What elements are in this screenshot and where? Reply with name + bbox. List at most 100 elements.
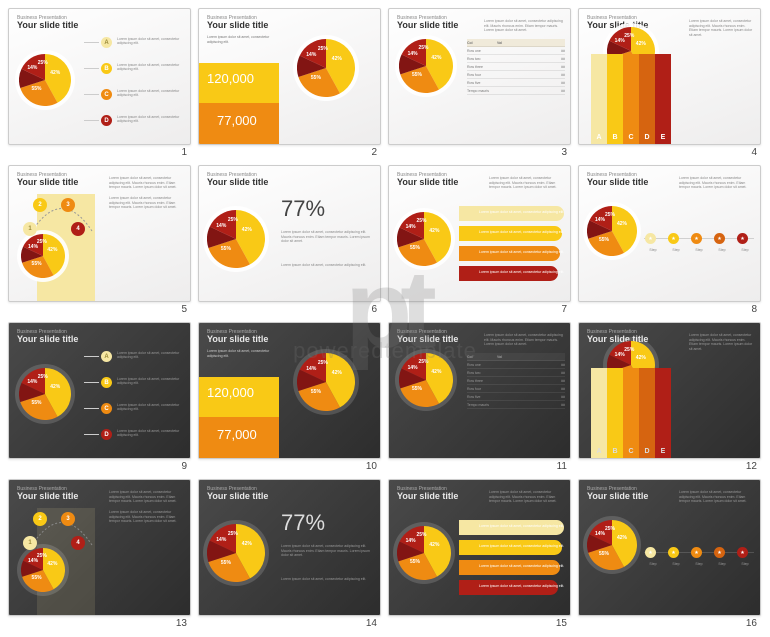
slide-thumbnail[interactable]: Business Presentation Your slide title L… xyxy=(388,322,571,459)
timeline-step: ★ xyxy=(668,547,679,558)
legend-letter: B xyxy=(101,377,112,388)
slide-title: Your slide title xyxy=(587,178,648,188)
slide-title: Your slide title xyxy=(17,178,78,188)
slide-thumbnail[interactable]: Business Presentation Your slide title L… xyxy=(578,479,761,616)
slide-number: 5 xyxy=(8,302,191,315)
slide-thumbnail[interactable]: Business Presentation Your slide title L… xyxy=(198,322,381,459)
legend-text: Lorem ipsum dolor sit amet, consectetur … xyxy=(117,377,182,385)
legend-letter: D xyxy=(101,115,112,126)
pie-chart: 42%55%14%25% xyxy=(19,54,71,106)
data-table: ColValRow one##Row two##Row three##Row f… xyxy=(467,353,565,409)
arc-step: 1 xyxy=(23,222,37,236)
slide-thumbnail[interactable]: Business Presentation Your slide title L… xyxy=(198,8,381,145)
legend-letter: C xyxy=(101,89,112,100)
pie-chart: 42%55%14%25% xyxy=(587,206,637,256)
timeline-step: ★ xyxy=(737,233,748,244)
body-text: Lorem ipsum dolor sit amet, consectetur … xyxy=(484,19,564,33)
pie-chart: 42%55%14%25% xyxy=(21,234,65,278)
slide-thumbnail[interactable]: Business Presentation Your slide title L… xyxy=(578,322,761,459)
pie-chart: 42%55%14%25% xyxy=(207,210,265,268)
timeline-step: ★ xyxy=(668,233,679,244)
legend-letter: A xyxy=(101,37,112,48)
arc-step: 2 xyxy=(33,512,47,526)
slide-thumbnail[interactable]: Business Presentation Your slide title L… xyxy=(8,479,191,616)
arc-step: 3 xyxy=(61,198,75,212)
slide-thumbnail[interactable]: Business Presentation Your slide title L… xyxy=(8,165,191,302)
legend-text: Lorem ipsum dolor sit amet, consectetur … xyxy=(117,63,182,71)
data-table: ColValRow one##Row two##Row three##Row f… xyxy=(467,39,565,95)
arc-step: 3 xyxy=(61,512,75,526)
pie-chart: 42%55%14%25% xyxy=(297,39,355,97)
timeline-step: ★ xyxy=(691,233,702,244)
slide-number: 2 xyxy=(198,145,381,158)
category-letter: C xyxy=(623,134,639,141)
arc-step: 2 xyxy=(33,198,47,212)
legend-text: Lorem ipsum dolor sit amet, consectetur … xyxy=(117,429,182,437)
slide-number: 4 xyxy=(578,145,761,158)
slide-number: 7 xyxy=(388,302,571,315)
timeline-step: ★ xyxy=(737,547,748,558)
category-letter: E xyxy=(655,448,671,455)
slide-number: 6 xyxy=(198,302,381,315)
body-text: Lorem ipsum dolor sit amet, consectetur … xyxy=(484,333,564,347)
legend-letter: B xyxy=(101,63,112,74)
stat-number-2: 77,000 xyxy=(217,427,257,442)
timeline-step: ★ xyxy=(714,547,725,558)
arc-step: 1 xyxy=(23,536,37,550)
slide-number: 15 xyxy=(388,616,571,629)
slide-number: 3 xyxy=(388,145,571,158)
slide-thumbnail[interactable]: Business Presentation Your slide title 4… xyxy=(8,322,191,459)
legend-letter: D xyxy=(101,429,112,440)
legend-text: Lorem ipsum dolor sit amet, consectetur … xyxy=(117,351,182,359)
slide-number: 12 xyxy=(578,459,761,472)
timeline-step: ★ xyxy=(714,233,725,244)
body-text: Lorem ipsum dolor sit amet, consectetur … xyxy=(489,490,564,504)
legend-text: Lorem ipsum dolor sit amet, consectetur … xyxy=(117,37,182,45)
body-text: Lorem ipsum dolor sit amet, consectetur … xyxy=(109,490,184,504)
category-letter: C xyxy=(623,448,639,455)
category-letter: D xyxy=(639,448,655,455)
slide-title: Your slide title xyxy=(207,21,268,31)
legend-letter: A xyxy=(101,351,112,362)
pie-chart: 42%55%14%25% xyxy=(19,368,71,420)
category-letter: A xyxy=(591,448,607,455)
big-percent: 77% xyxy=(281,510,325,536)
pie-chart: 42%55%14%25% xyxy=(297,353,355,411)
slide-number: 10 xyxy=(198,459,381,472)
slide-thumbnail[interactable]: Business Presentation Your slide title L… xyxy=(578,8,761,145)
slide-number: 14 xyxy=(198,616,381,629)
body-text: Lorem ipsum dolor sit amet, consectetur … xyxy=(679,176,754,190)
pie-chart: 42%55%14%25% xyxy=(587,520,637,570)
slide-thumbnail[interactable]: Business Presentation Your slide title L… xyxy=(388,165,571,302)
legend-text: Lorem ipsum dolor sit amet, consectetur … xyxy=(117,403,182,411)
slide-number: 9 xyxy=(8,459,191,472)
stat-number-1: 120,000 xyxy=(207,385,254,400)
timeline-step: ★ xyxy=(645,233,656,244)
timeline-step: ★ xyxy=(645,547,656,558)
body-text: Lorem ipsum dolor sit amet, consectetur … xyxy=(689,333,754,351)
stat-number-2: 77,000 xyxy=(217,113,257,128)
slide-thumbnail[interactable]: Business Presentation Your slide title 4… xyxy=(198,165,381,302)
slide-thumbnail[interactable]: Business Presentation Your slide title L… xyxy=(388,479,571,616)
timeline-step: ★ xyxy=(691,547,702,558)
slide-title: Your slide title xyxy=(587,492,648,502)
slide-title: Your slide title xyxy=(17,492,78,502)
category-letter: D xyxy=(639,134,655,141)
body-text: Lorem ipsum dolor sit amet, consectetur … xyxy=(679,490,754,504)
slide-title: Your slide title xyxy=(17,335,78,345)
slide-thumbnail[interactable]: Business Presentation Your slide title 4… xyxy=(198,479,381,616)
pie-chart: 42%55%14%25% xyxy=(397,526,451,580)
pie-chart: 42%55%14%25% xyxy=(397,212,451,266)
category-letter: B xyxy=(607,448,623,455)
slide-title: Your slide title xyxy=(207,492,268,502)
stat-number-1: 120,000 xyxy=(207,71,254,86)
slide-title: Your slide title xyxy=(397,335,458,345)
pie-chart: 42%55%14%25% xyxy=(399,39,453,93)
big-percent: 77% xyxy=(281,196,325,222)
arc-step: 4 xyxy=(71,222,85,236)
body-text: Lorem ipsum dolor sit amet, consectetur … xyxy=(109,176,184,190)
slide-thumbnail[interactable]: Business Presentation Your slide title L… xyxy=(388,8,571,145)
slide-number: 11 xyxy=(388,459,571,472)
slide-thumbnail[interactable]: Business Presentation Your slide title L… xyxy=(578,165,761,302)
slide-thumbnail[interactable]: Business Presentation Your slide title 4… xyxy=(8,8,191,145)
